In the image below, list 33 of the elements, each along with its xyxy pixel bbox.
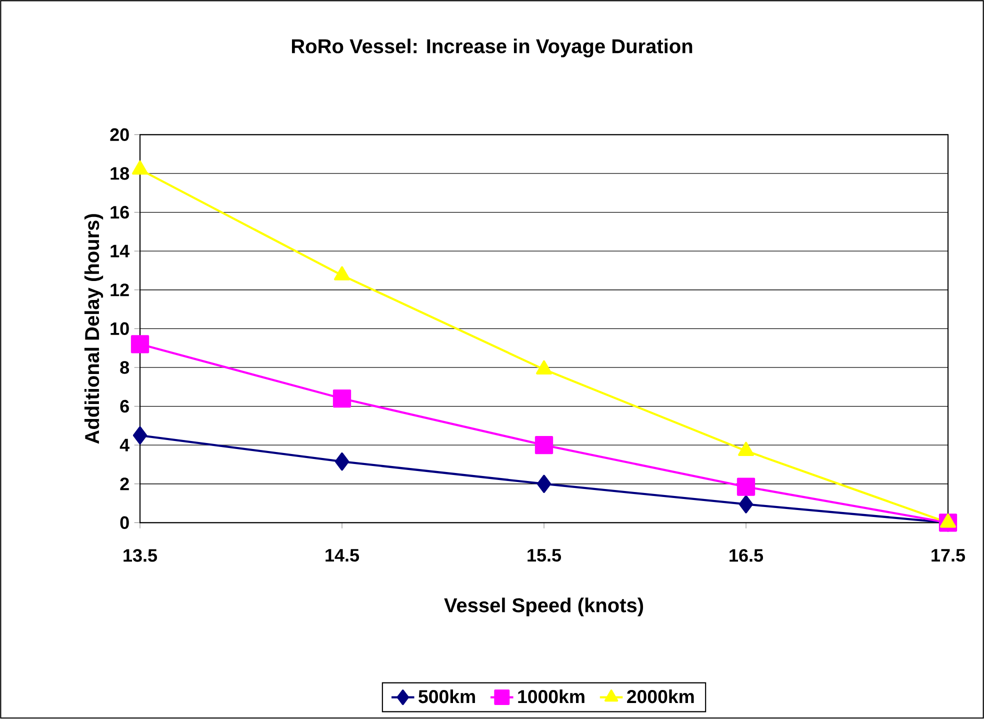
point: [132, 426, 148, 445]
legend-label: 1000km: [518, 690, 584, 704]
legend-label: 2000km: [627, 690, 694, 704]
y-tick-label: 12: [110, 284, 129, 296]
y-tick-label: 0: [120, 516, 129, 530]
y-tick-label: 16: [110, 206, 129, 219]
x-tick-label: 17.5: [932, 549, 966, 562]
y-axis-title: Additional Delay (hours): [84, 214, 104, 444]
point: [334, 452, 350, 471]
point: [130, 335, 150, 354]
y-tick-label: 2: [120, 478, 129, 490]
point: [536, 474, 552, 494]
x-tick-label: 14.5: [326, 549, 360, 562]
y-tick-label: 14: [110, 245, 130, 258]
x-axis-title: Vessel Speed (knots): [444, 598, 644, 616]
point: [334, 266, 350, 281]
y-tick-label: 20: [110, 128, 129, 142]
y-tick-label: 18: [110, 167, 130, 180]
point: [534, 436, 554, 454]
point: [536, 360, 552, 375]
point: [736, 478, 756, 496]
point: [738, 495, 754, 514]
point: [132, 160, 148, 175]
y-tick-label: 10: [110, 322, 129, 336]
x-tick-label: 15.5: [528, 549, 562, 562]
y-tick-label: 8: [120, 361, 130, 374]
y-tick-label: 4: [120, 439, 130, 452]
point: [332, 390, 352, 408]
y-tick-label: 6: [120, 400, 129, 413]
x-tick-label: 16.5: [730, 549, 764, 562]
x-tick-label: 13.5: [124, 549, 158, 562]
legend-label: 500km: [418, 690, 475, 704]
chart-title: RoRo Vessel: Increase in Voyage Duration: [292, 38, 692, 58]
